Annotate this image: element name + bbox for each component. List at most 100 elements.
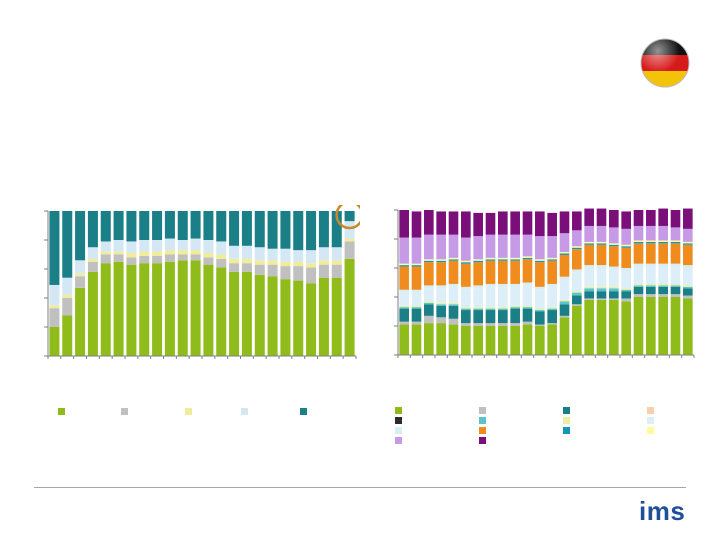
right-chart-bar-segment bbox=[646, 286, 656, 295]
right-chart-bar-segment bbox=[559, 253, 570, 255]
left-chart-bar-segment bbox=[254, 274, 265, 356]
right-chart-bar-segment bbox=[547, 310, 557, 324]
right-chart-bar-segment bbox=[658, 240, 668, 242]
right-chart-bar-segment bbox=[448, 318, 459, 325]
right-chart-bar-segment bbox=[448, 286, 459, 303]
left-chart-bar-segment bbox=[229, 271, 240, 356]
left-chart-bar-segment bbox=[293, 250, 304, 262]
right-chart-bar-segment bbox=[411, 292, 422, 306]
right-chart-bar-segment bbox=[670, 283, 681, 286]
right-chart-bar-segment bbox=[633, 286, 644, 295]
left-chart-bar-segment bbox=[293, 266, 304, 281]
right-chart-bar-segment bbox=[683, 285, 693, 287]
left-chart-bar-segment bbox=[306, 250, 317, 264]
left-chart-bar-segment bbox=[87, 211, 98, 248]
right-chart-bar-segment bbox=[510, 259, 520, 261]
right-chart-bar-segment bbox=[535, 236, 545, 260]
left-chart-bar-segment bbox=[113, 261, 124, 356]
right-chart-bar-segment bbox=[522, 305, 533, 308]
germany-flag-icon bbox=[640, 38, 690, 88]
right-chart-bar-segment bbox=[609, 286, 619, 289]
right-chart-legend-item bbox=[395, 435, 406, 445]
left-chart-bar-segment bbox=[152, 255, 163, 264]
left-chart-bar-segment bbox=[280, 211, 291, 249]
right-chart-bar-segment bbox=[522, 285, 533, 306]
right-chart-bar-segment bbox=[572, 211, 582, 231]
right-chart-legend-swatch bbox=[395, 406, 402, 414]
right-chart-legend-item bbox=[647, 415, 658, 425]
right-chart-bar-segment bbox=[559, 279, 570, 300]
right-chart-bar-segment bbox=[473, 262, 483, 286]
right-stacked-bar-chart bbox=[394, 208, 695, 358]
right-chart-bar-segment bbox=[436, 305, 446, 318]
right-chart-bar-segment bbox=[399, 265, 409, 267]
right-chart-bar-segment bbox=[596, 243, 607, 245]
right-chart-bar-segment bbox=[498, 234, 508, 258]
right-chart-bar-segment bbox=[461, 286, 471, 290]
left-stacked-bar-chart bbox=[44, 205, 360, 359]
right-chart-bar-segment bbox=[584, 241, 594, 244]
right-chart-bar-segment bbox=[670, 285, 681, 287]
left-chart-bar-segment bbox=[152, 263, 163, 356]
right-chart-bar-segment bbox=[522, 324, 533, 355]
right-chart-bar-segment bbox=[399, 308, 409, 322]
right-chart-bar-segment bbox=[424, 262, 434, 286]
right-chart-bar-segment bbox=[411, 265, 422, 267]
right-chart-bar-segment bbox=[584, 243, 594, 245]
right-chart-bar-segment bbox=[559, 211, 570, 234]
right-chart-bar-segment bbox=[436, 234, 446, 260]
right-chart-bar-segment bbox=[646, 243, 656, 264]
right-chart-bar-segment bbox=[399, 292, 409, 306]
right-chart-bar-segment bbox=[658, 208, 668, 226]
right-chart-bar-segment bbox=[424, 288, 434, 302]
right-chart-bar-segment bbox=[683, 228, 693, 242]
left-chart-bar-segment bbox=[139, 240, 150, 252]
right-chart-bar-segment bbox=[448, 305, 459, 319]
left-chart-bar-segment bbox=[190, 211, 201, 239]
left-chart-bar-segment bbox=[62, 315, 73, 356]
right-chart-bar-segment bbox=[399, 321, 409, 325]
right-chart-bar-segment bbox=[584, 225, 594, 242]
right-chart-bar-segment bbox=[535, 324, 545, 326]
right-chart-bar-segment bbox=[547, 323, 557, 325]
right-chart-legend-item bbox=[479, 435, 490, 445]
right-chart-bar-segment bbox=[559, 254, 570, 277]
right-chart-bar-segment bbox=[461, 289, 471, 308]
ims-logo: ims bbox=[639, 496, 686, 526]
right-chart-bar-segment bbox=[621, 211, 631, 229]
left-chart-bar-segment bbox=[87, 247, 98, 259]
right-chart-bar-segment bbox=[621, 270, 631, 289]
right-chart-legend-item bbox=[563, 405, 574, 415]
left-chart-bar-segment bbox=[49, 327, 60, 356]
right-chart-bar-segment bbox=[584, 244, 594, 266]
right-chart-bar-segment bbox=[646, 297, 656, 355]
right-chart-bar-segment bbox=[609, 210, 619, 228]
right-chart-bar-segment bbox=[572, 291, 582, 293]
right-chart-bar-segment bbox=[658, 243, 668, 264]
right-chart-bar-segment bbox=[646, 263, 656, 267]
left-chart-bar-segment bbox=[229, 263, 240, 272]
left-chart-bar-segment bbox=[241, 245, 252, 259]
right-chart-bar-segment bbox=[510, 305, 520, 308]
right-chart-bar-segment bbox=[646, 285, 656, 287]
left-chart-bar-segment bbox=[75, 260, 86, 274]
right-chart-bar-segment bbox=[399, 289, 409, 293]
right-chart-bar-segment bbox=[473, 326, 483, 355]
right-chart-bar-segment bbox=[448, 302, 459, 305]
left-chart-legend-item bbox=[58, 406, 69, 416]
right-chart-legend-item bbox=[395, 415, 406, 425]
right-chart-bar-segment bbox=[683, 286, 693, 289]
right-chart-bar-segment bbox=[621, 291, 631, 299]
left-chart-bar-segment bbox=[344, 258, 355, 356]
right-chart-bar-segment bbox=[436, 317, 446, 324]
right-chart-bar-segment bbox=[658, 283, 668, 286]
left-chart-bar-segment bbox=[164, 238, 175, 251]
right-chart-bar-segment bbox=[461, 260, 471, 263]
left-chart-bar-segment bbox=[100, 251, 111, 255]
left-chart-bar-segment bbox=[216, 241, 227, 255]
right-chart-bar-segment bbox=[424, 260, 434, 263]
right-chart-bar-segment bbox=[424, 285, 434, 289]
left-chart-bar-segment bbox=[126, 253, 137, 258]
right-chart-legend-item bbox=[395, 405, 406, 415]
right-chart-bar-segment bbox=[448, 324, 459, 355]
